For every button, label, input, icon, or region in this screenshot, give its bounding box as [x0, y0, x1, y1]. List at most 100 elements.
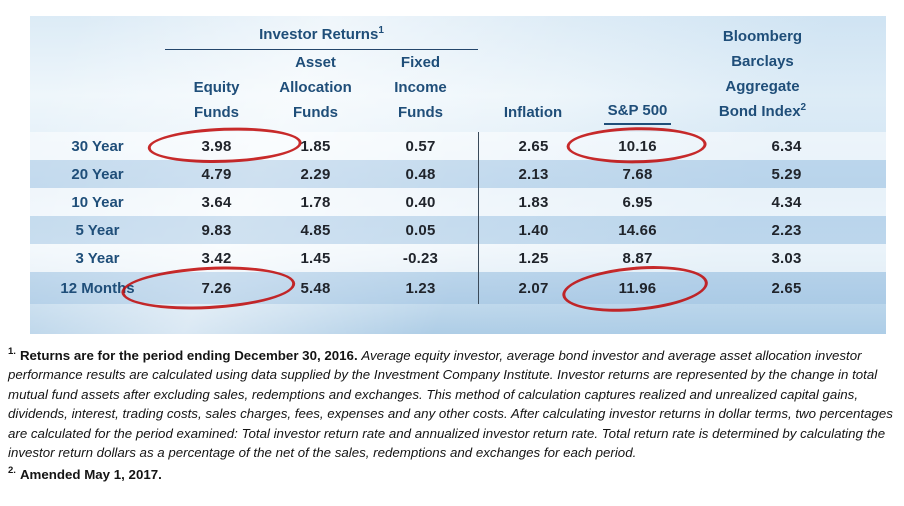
table-row: 20 Year 4.79 2.29 0.48 2.13 7.68 5.29 — [30, 160, 886, 188]
value-cell: 4.85 — [268, 216, 363, 244]
value-text: 3.03 — [771, 249, 802, 267]
value-text: 0.57 — [405, 137, 436, 155]
row-label: 12 Months — [60, 279, 135, 297]
table-row: 5 Year 9.83 4.85 0.05 1.40 14.66 2.23 — [30, 216, 886, 244]
header-line: Barclays — [731, 53, 794, 70]
footnote-ref-1: 1 — [378, 25, 384, 36]
footnote-2-text: Amended May 1, 2017. — [19, 467, 162, 483]
value-cell: 1.78 — [268, 188, 363, 216]
value-text: 1.23 — [405, 279, 436, 297]
value-text: 1.45 — [300, 249, 331, 267]
column-header-fixed-income-funds: Fixed Income Funds — [363, 50, 478, 132]
value-text: 4.34 — [771, 193, 802, 211]
value-cell: 1.25 — [478, 244, 588, 272]
value-cell-circled: 3.98 — [165, 132, 268, 160]
row-label: 30 Year — [71, 137, 124, 155]
value-text: 0.48 — [405, 165, 436, 183]
header-line: Equity — [193, 79, 240, 96]
value-cell: 3.03 — [687, 244, 886, 272]
value-cell: 2.13 — [478, 160, 588, 188]
value-text: -0.23 — [402, 249, 439, 267]
value-cell-circled: 7.26 — [165, 272, 268, 304]
value-cell: 3.64 — [165, 188, 268, 216]
footnote-2: 2. Amended May 1, 2017. — [8, 465, 897, 482]
footnote-1: 1. Returns are for the period ending Dece… — [8, 342, 897, 462]
investor-returns-table: Investor Returns1 Equity Funds Asset All… — [30, 16, 886, 334]
value-text: 10.16 — [618, 137, 657, 155]
row-label: 3 Year — [75, 249, 120, 267]
value-text: 3.42 — [201, 249, 232, 267]
value-text: 9.83 — [201, 221, 232, 239]
value-text: 2.07 — [518, 279, 549, 297]
header-line: Funds — [398, 104, 443, 121]
column-header-asset-allocation-funds: Asset Allocation Funds — [268, 50, 363, 132]
value-cell: 0.48 — [363, 160, 478, 188]
value-text: 8.87 — [622, 249, 653, 267]
value-text: 1.25 — [518, 249, 549, 267]
value-cell: 5.29 — [687, 160, 886, 188]
value-cell: 0.05 — [363, 216, 478, 244]
value-cell: 7.68 — [588, 160, 687, 188]
value-text: 7.68 — [622, 165, 653, 183]
header-line: Funds — [194, 104, 239, 121]
value-cell: 4.34 — [687, 188, 886, 216]
header-line: Bloomberg — [722, 28, 803, 45]
value-cell: 9.83 — [165, 216, 268, 244]
value-cell: 1.40 — [478, 216, 588, 244]
header-line: S&P 500 — [603, 98, 672, 125]
value-cell: 14.66 — [588, 216, 687, 244]
value-cell: 2.29 — [268, 160, 363, 188]
value-cell: 2.65 — [478, 132, 588, 160]
value-text: 0.40 — [405, 193, 436, 211]
value-text: 4.79 — [201, 165, 232, 183]
value-text: 2.65 — [518, 137, 549, 155]
value-cell: 4.79 — [165, 160, 268, 188]
footnotes: 1. Returns are for the period ending Dece… — [8, 342, 897, 482]
table-header: Investor Returns1 Equity Funds Asset All… — [30, 16, 886, 132]
value-text: 2.13 — [518, 165, 549, 183]
value-cell: 2.65 — [687, 272, 886, 304]
value-text: 2.23 — [771, 221, 802, 239]
value-text: 2.29 — [300, 165, 331, 183]
value-text: 3.64 — [201, 193, 232, 211]
footnote-1-italic-text: Average equity investor, average bond in… — [8, 348, 893, 461]
value-cell: 6.34 — [687, 132, 886, 160]
value-text: 0.05 — [405, 221, 436, 239]
header-line: Allocation — [279, 79, 352, 96]
table-row: 10 Year 3.64 1.78 0.40 1.83 6.95 4.34 — [30, 188, 886, 216]
value-text: 5.29 — [771, 165, 802, 183]
value-cell: 1.83 — [478, 188, 588, 216]
column-header-bloomberg-barclays-aggregate-bond-index: Bloomberg Barclays Aggregate Bond Index2 — [687, 16, 886, 132]
table-body: 30 Year 3.98 1.85 0.57 2.65 10.16 6.34 20 Year 4… — [30, 132, 886, 304]
row-label: 5 Year — [75, 221, 120, 239]
value-text: 1.40 — [518, 221, 549, 239]
value-cell: 8.87 — [588, 244, 687, 272]
value-text: 14.66 — [618, 221, 657, 239]
value-cell: 3.42 — [165, 244, 268, 272]
value-text: 5.48 — [300, 279, 331, 297]
table-bottom-gradient — [30, 304, 886, 334]
group-title-text: Investor Returns — [259, 26, 379, 43]
footnote-1-marker: 1. — [8, 346, 16, 357]
value-cell: 0.57 — [363, 132, 478, 160]
value-text: 2.65 — [771, 279, 802, 297]
header-line: Aggregate — [725, 78, 800, 95]
header-line: Inflation — [503, 104, 563, 121]
footnote-1-bold-text: Returns are for the period ending Decemb… — [19, 348, 362, 363]
value-cell-circled: 10.16 — [588, 132, 687, 160]
value-cell: 6.95 — [588, 188, 687, 216]
table-row: 3 Year 3.42 1.45 -0.23 1.25 8.87 3.03 — [30, 244, 886, 272]
header-line: Asset — [295, 54, 336, 71]
value-cell: 1.45 — [268, 244, 363, 272]
header-line: Fixed — [400, 54, 441, 71]
value-text: 6.95 — [622, 193, 653, 211]
row-label: 10 Year — [71, 193, 124, 211]
table-row: 30 Year 3.98 1.85 0.57 2.65 10.16 6.34 — [30, 132, 886, 160]
header-line: Bond Index2 — [687, 99, 838, 124]
table-row: 12 Months 7.26 5.48 1.23 2.07 11.96 2.65 — [30, 272, 886, 304]
header-line: Income — [394, 79, 447, 96]
value-text: 3.98 — [201, 137, 232, 155]
column-header-equity-funds: Equity Funds — [165, 50, 268, 132]
value-text: 1.83 — [518, 193, 549, 211]
header-line-text: Bond Index — [718, 103, 801, 120]
